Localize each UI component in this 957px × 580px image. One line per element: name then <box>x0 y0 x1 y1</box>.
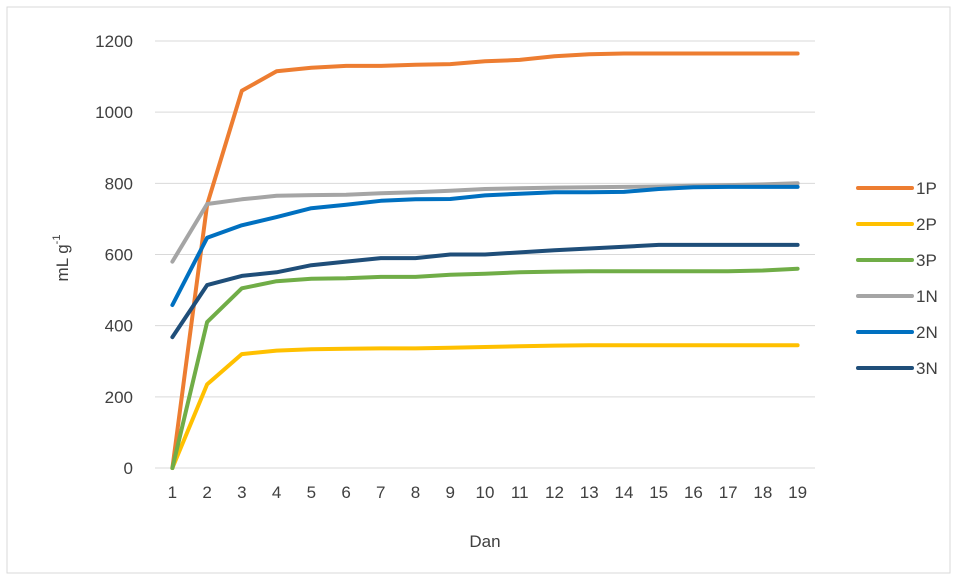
series-line-2n <box>170 184 800 307</box>
x-axis-title: Dan <box>469 532 500 551</box>
gridlines <box>155 40 815 469</box>
legend-item-3n: 3N <box>856 359 938 378</box>
y-tick-label: 200 <box>105 388 133 407</box>
chart-border <box>6 6 951 574</box>
legend-label: 1N <box>916 287 938 306</box>
legend-item-1p: 1P <box>856 179 937 198</box>
y-axis-title-main: mL g <box>53 244 72 281</box>
series-line-1p <box>170 51 800 470</box>
y-axis-title: mL g-1 <box>51 235 72 282</box>
x-tick-label: 12 <box>545 483 564 502</box>
x-tick-label: 19 <box>788 483 807 502</box>
y-axis: 0 200 400 600 800 1000 1200 <box>95 32 133 478</box>
series-lines <box>170 51 800 470</box>
y-tick-label: 400 <box>105 317 133 336</box>
y-axis-title-superscript: -1 <box>51 235 63 245</box>
legend-item-2n: 2N <box>856 323 938 342</box>
series-line-3p <box>170 266 800 470</box>
legend-item-1n: 1N <box>856 287 938 306</box>
x-tick-label: 1 <box>168 483 177 502</box>
y-tick-label: 0 <box>124 459 133 478</box>
x-tick-label: 5 <box>307 483 316 502</box>
y-tick-label: 600 <box>105 246 133 265</box>
series-line-3n <box>170 242 800 340</box>
x-tick-label: 6 <box>341 483 350 502</box>
x-tick-label: 16 <box>684 483 703 502</box>
legend-item-3p: 3P <box>856 251 937 270</box>
x-tick-label: 3 <box>237 483 246 502</box>
x-tick-label: 15 <box>649 483 668 502</box>
legend-item-2p: 2P <box>856 215 937 234</box>
y-tick-label: 1000 <box>95 103 133 122</box>
legend-label: 3N <box>916 359 938 378</box>
x-tick-label: 13 <box>580 483 599 502</box>
x-tick-label: 17 <box>719 483 738 502</box>
legend-label: 1P <box>916 179 937 198</box>
series-line-2p <box>170 343 800 470</box>
legend-label: 2P <box>916 215 937 234</box>
x-tick-label: 4 <box>272 483 281 502</box>
legend-label: 3P <box>916 251 937 270</box>
x-tick-label: 11 <box>511 483 529 502</box>
y-tick-label: 1200 <box>95 32 133 51</box>
x-tick-label: 8 <box>411 483 420 502</box>
y-tick-label: 800 <box>105 174 133 193</box>
x-tick-label: 14 <box>614 483 633 502</box>
x-axis: 1 2 3 4 5 6 7 8 9 10 11 12 13 14 15 16 17 18 19 <box>168 483 807 502</box>
x-tick-label: 10 <box>476 483 495 502</box>
x-tick-label: 18 <box>753 483 772 502</box>
x-tick-label: 7 <box>376 483 385 502</box>
legend-label: 2N <box>916 323 938 342</box>
legend: 1P 2P 3P 1N 2N 3N <box>856 179 938 378</box>
x-tick-label: 2 <box>202 483 211 502</box>
x-tick-label: 9 <box>446 483 455 502</box>
